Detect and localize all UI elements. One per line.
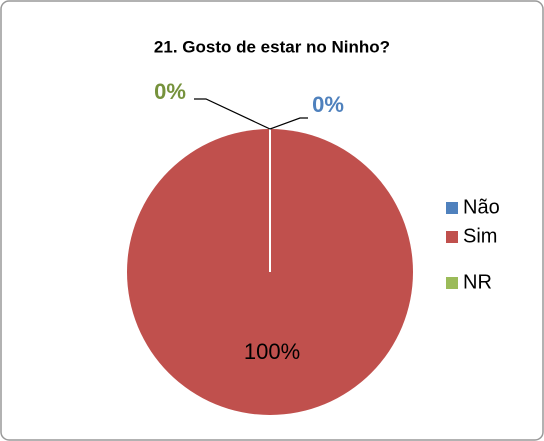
data-label: 100% (244, 339, 300, 364)
legend-label: NR (463, 271, 492, 293)
data-label: 0% (312, 92, 344, 117)
data-label: 0% (154, 79, 186, 104)
chart-title: 21. Gosto de estar no Ninho? (154, 37, 390, 56)
leader-line (194, 98, 271, 130)
legend-label: Sim (463, 225, 497, 247)
leader-line (269, 117, 308, 130)
legend-label: Não (463, 196, 500, 218)
legend-swatch (446, 202, 458, 214)
legend-swatch (446, 277, 458, 289)
legend-swatch (446, 231, 458, 243)
